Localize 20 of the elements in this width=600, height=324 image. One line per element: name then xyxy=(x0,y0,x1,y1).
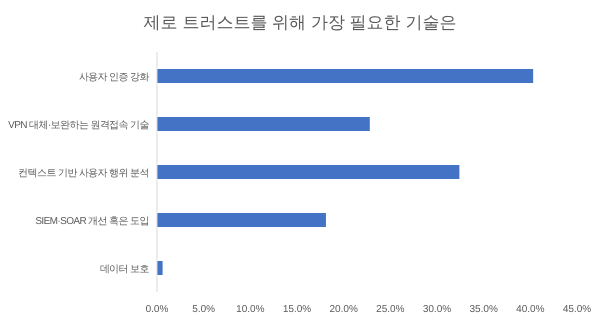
bar xyxy=(157,69,534,83)
x-tick-label: 35.0% xyxy=(469,304,498,315)
y-tick-label: 데이터 보호 xyxy=(100,264,150,275)
x-tick-label: 0.0% xyxy=(146,304,169,315)
x-tick-label: 20.0% xyxy=(329,304,358,315)
y-tick-label: SIEM·SOAR 개선 혹은 도입 xyxy=(35,216,149,227)
bar xyxy=(157,117,370,131)
x-tick-label: 45.0% xyxy=(562,304,592,315)
x-tick-label: 15.0% xyxy=(282,304,312,315)
y-tick-label: VPN 대체·보완하는 원격접속 기술 xyxy=(8,120,150,131)
bar xyxy=(157,165,460,179)
bar xyxy=(157,213,326,227)
chart-title: 제로 트러스트를 위해 가장 필요한 기술은 xyxy=(144,13,456,32)
x-tick-label: 5.0% xyxy=(192,304,216,315)
y-tick-label: 컨텍스트 기반 사용자 행위 분석 xyxy=(18,168,149,179)
x-tick-label: 25.0% xyxy=(376,304,405,315)
x-tick-label: 10.0% xyxy=(236,304,265,315)
x-tick-label: 40.0% xyxy=(516,304,545,315)
x-tick-label: 30.0% xyxy=(422,304,452,315)
y-tick-label: 사용자 인증 강화 xyxy=(78,72,150,83)
